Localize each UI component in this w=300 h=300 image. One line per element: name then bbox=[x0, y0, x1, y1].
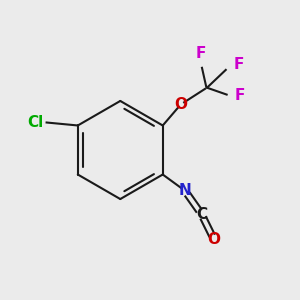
Text: F: F bbox=[233, 57, 244, 72]
Text: O: O bbox=[175, 97, 188, 112]
Text: Cl: Cl bbox=[27, 115, 44, 130]
Text: C: C bbox=[196, 207, 207, 222]
Text: N: N bbox=[179, 183, 191, 198]
Text: F: F bbox=[195, 46, 206, 61]
Text: F: F bbox=[235, 88, 245, 103]
Text: O: O bbox=[207, 232, 220, 247]
